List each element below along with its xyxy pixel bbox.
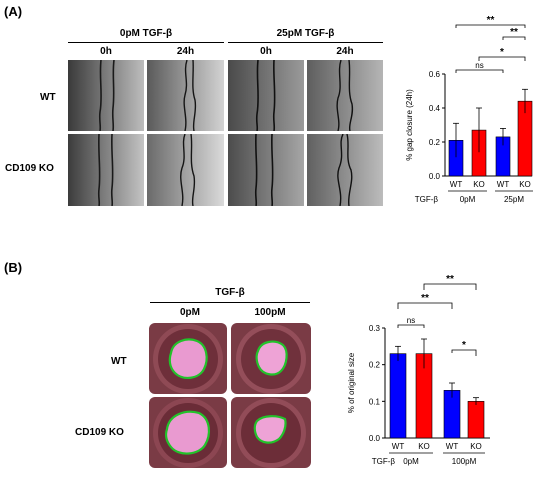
time-header-24h-b: 24h <box>336 46 354 57</box>
chart-a-sig-label: * <box>500 47 504 58</box>
row-label-wt-b: WT <box>111 356 127 367</box>
dish-wt-0pm <box>149 323 227 394</box>
micrograph-wt-25pm-24h <box>307 60 383 131</box>
chart-a-group-label: 0pM <box>460 195 476 204</box>
chart-a-xtick-label: WT <box>497 180 510 189</box>
chart-b-sig-bracket <box>397 302 453 309</box>
chart-a-sig-bracket <box>455 24 526 28</box>
chart-original-size: 0.0 0.1 0.2 0.3 % of original size WT KO WT KO 0p… <box>347 274 490 466</box>
micrograph-wt-0pm-0h <box>68 60 144 131</box>
chart-b-xtick-label: KO <box>470 442 482 451</box>
chart-b-ylabel: % of original size <box>347 352 356 413</box>
micrograph-ko-0pm-0h <box>68 134 144 206</box>
chart-a-sig-label: ** <box>487 15 495 26</box>
chart-b-ytick-label: 0.2 <box>369 361 381 370</box>
group-header-tgfb: TGF-β <box>215 287 245 298</box>
chart-gap-closure: 0.0 0.2 0.4 0.6 % gap closure (24h) WT KO WT KO 0… <box>405 15 533 204</box>
dose-header-0pm: 0pM <box>180 307 200 318</box>
dish-ko-0pm <box>149 397 227 468</box>
micrograph-wt-25pm-0h <box>228 60 304 131</box>
dose-header-100pm: 100pM <box>254 307 286 318</box>
micrograph-ko-25pm-24h <box>307 134 383 206</box>
chart-a-ytick-label: 0.4 <box>429 104 441 113</box>
chart-b-group-row-label: TGF-β <box>372 457 396 466</box>
chart-b-sig-bracket <box>423 283 477 290</box>
chart-a-xtick-label: KO <box>519 180 531 189</box>
micrograph-ko-0pm-24h <box>147 134 224 206</box>
chart-b-sig-label: ** <box>446 274 454 285</box>
chart-a-group-row-label: TGF-β <box>415 195 439 204</box>
time-header-0h-b: 0h <box>260 46 272 57</box>
chart-b-sig-label: ns <box>407 316 415 325</box>
row-label-ko-a: CD109 KO <box>5 163 54 174</box>
chart-a-ytick-label: 0.0 <box>429 172 441 181</box>
panel-a-label: (A) <box>4 4 23 19</box>
condition-rule-25pm <box>228 42 383 43</box>
chart-a-xtick-label: WT <box>450 180 463 189</box>
chart-a-ytick-label: 0.2 <box>429 138 441 147</box>
row-label-wt-a: WT <box>40 92 56 103</box>
chart-a-sig-label: ns <box>475 61 483 70</box>
condition-header-0pm: 0pM TGF-β <box>119 28 173 39</box>
chart-b-ytick-label: 0.0 <box>369 434 381 443</box>
condition-header-25pm: 25pM TGF-β <box>276 28 335 39</box>
time-header-0h-a: 0h <box>100 46 112 57</box>
dish-ko-100pm <box>231 397 311 468</box>
chart-a-sig-label: ** <box>510 27 518 38</box>
condition-rule-0pm <box>68 42 224 43</box>
dish-wt-100pm <box>231 323 311 394</box>
time-header-24h-a: 24h <box>176 46 195 57</box>
group-rule-tgfb <box>150 302 310 303</box>
micrograph-wt-0pm-24h <box>147 60 224 131</box>
chart-b-ytick-label: 0.1 <box>369 397 381 406</box>
chart-b-bar <box>389 353 407 439</box>
panel-b-label: (B) <box>4 260 23 275</box>
chart-a-sig-bracket <box>478 56 526 61</box>
chart-b-sig-bracket <box>397 324 425 328</box>
chart-b-xtick-label: WT <box>392 442 405 451</box>
chart-a-sig-bracket <box>502 36 526 40</box>
chart-b-sig-label: ** <box>421 293 429 304</box>
chart-b-sig-bracket <box>451 349 477 356</box>
chart-a-xtick-label: KO <box>473 180 485 189</box>
chart-a-ytick-label: 0.6 <box>429 70 441 79</box>
chart-b-xtick-label: KO <box>418 442 430 451</box>
micrograph-ko-25pm-0h <box>228 134 304 206</box>
row-label-ko-b: CD109 KO <box>75 427 124 438</box>
chart-a-sig-bracket <box>455 69 504 73</box>
chart-a-group-label: 25pM <box>504 195 524 204</box>
chart-b-group-label: 100pM <box>452 457 477 466</box>
chart-b-bar <box>467 401 485 439</box>
chart-b-group-label: 0pM <box>403 457 419 466</box>
chart-b-xtick-label: WT <box>446 442 459 451</box>
chart-a-ylabel: % gap closure (24h) <box>405 89 414 161</box>
chart-b-ytick-label: 0.3 <box>369 324 381 333</box>
chart-b-sig-label: * <box>462 340 466 351</box>
